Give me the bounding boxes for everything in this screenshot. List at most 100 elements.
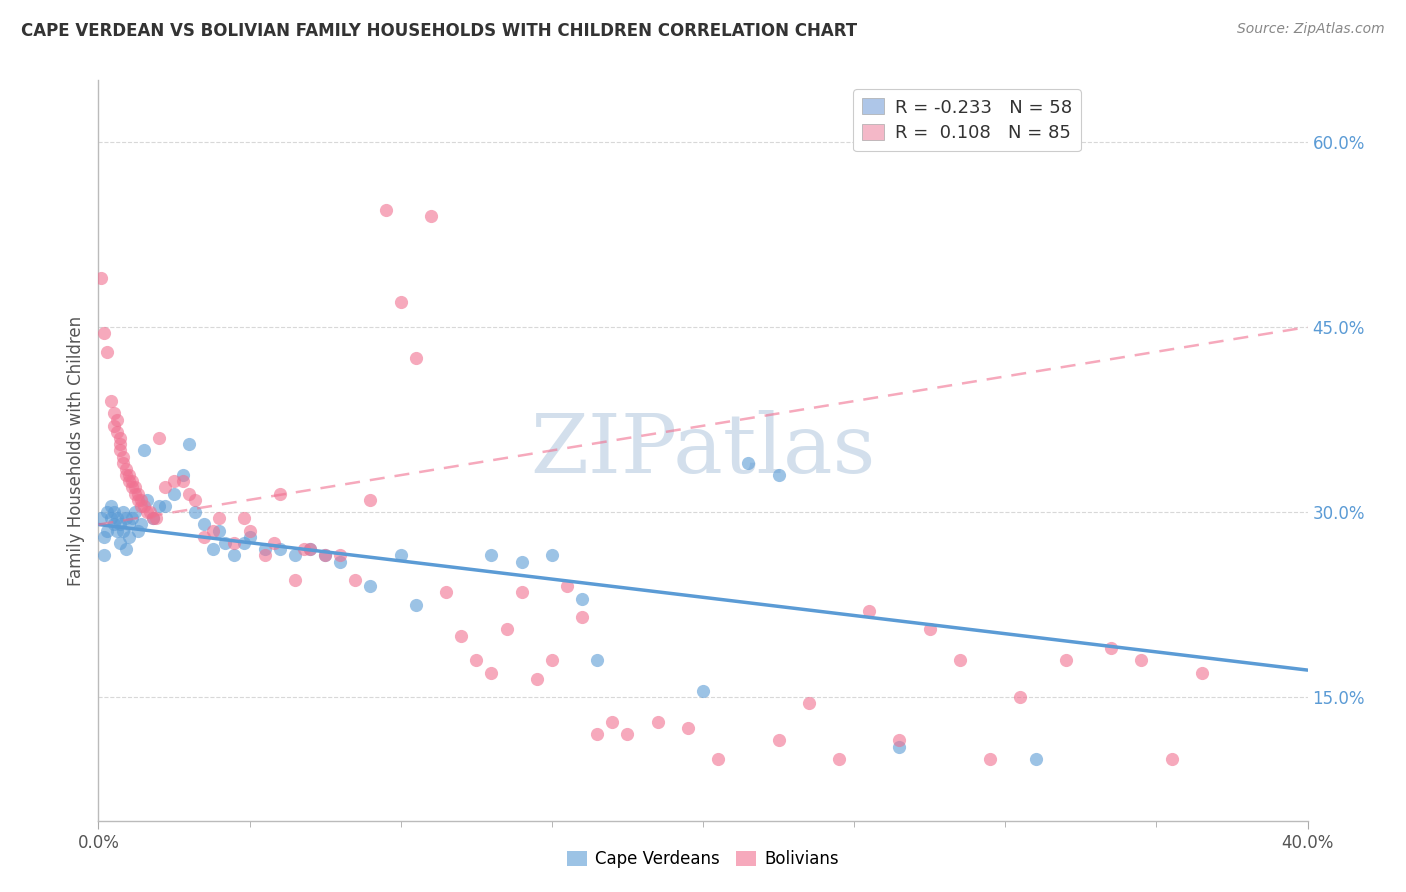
Point xyxy=(163,475,186,489)
Point xyxy=(100,394,122,409)
Point xyxy=(647,714,669,729)
Point xyxy=(111,524,134,538)
Point xyxy=(100,499,122,513)
Point xyxy=(232,536,254,550)
Point xyxy=(96,524,118,538)
Point xyxy=(121,511,143,525)
Point xyxy=(797,697,820,711)
Point xyxy=(707,752,730,766)
Point xyxy=(1130,653,1153,667)
Point xyxy=(465,653,488,667)
Point xyxy=(118,517,141,532)
Point xyxy=(1191,665,1213,680)
Point xyxy=(105,511,128,525)
Legend: Cape Verdeans, Bolivians: Cape Verdeans, Bolivians xyxy=(560,844,846,875)
Point xyxy=(495,623,517,637)
Point xyxy=(586,653,609,667)
Text: Source: ZipAtlas.com: Source: ZipAtlas.com xyxy=(1237,22,1385,37)
Point xyxy=(129,499,152,513)
Point xyxy=(184,505,207,519)
Point xyxy=(179,486,201,500)
Point xyxy=(1160,752,1182,766)
Point xyxy=(108,431,131,445)
Point xyxy=(193,517,215,532)
Point xyxy=(571,591,593,606)
Point xyxy=(344,573,367,587)
Point xyxy=(269,542,291,557)
Point xyxy=(96,344,118,359)
Point xyxy=(90,270,112,285)
Point xyxy=(481,549,503,563)
Point xyxy=(100,511,122,525)
Point xyxy=(360,492,382,507)
Point xyxy=(540,549,562,563)
Point xyxy=(253,542,276,557)
Point xyxy=(202,524,225,538)
Text: ZIPatlas: ZIPatlas xyxy=(530,410,876,491)
Point xyxy=(193,530,215,544)
Point xyxy=(108,443,131,458)
Text: CAPE VERDEAN VS BOLIVIAN FAMILY HOUSEHOLDS WITH CHILDREN CORRELATION CHART: CAPE VERDEAN VS BOLIVIAN FAMILY HOUSEHOL… xyxy=(21,22,858,40)
Point xyxy=(208,511,231,525)
Point xyxy=(434,585,457,599)
Point xyxy=(127,524,149,538)
Y-axis label: Family Households with Children: Family Households with Children xyxy=(66,316,84,585)
Point xyxy=(172,475,194,489)
Point xyxy=(555,579,578,593)
Point xyxy=(284,549,307,563)
Point xyxy=(121,480,143,494)
Point xyxy=(224,536,246,550)
Point xyxy=(135,492,157,507)
Point xyxy=(121,475,143,489)
Point xyxy=(163,486,186,500)
Point xyxy=(405,598,427,612)
Point xyxy=(676,721,699,735)
Point xyxy=(114,462,136,476)
Point xyxy=(540,653,562,667)
Point xyxy=(510,585,533,599)
Point xyxy=(93,530,115,544)
Point xyxy=(105,412,128,426)
Point xyxy=(918,623,941,637)
Point xyxy=(526,672,548,686)
Point xyxy=(329,554,352,569)
Point xyxy=(360,579,382,593)
Point xyxy=(374,202,396,217)
Point xyxy=(571,610,593,624)
Point xyxy=(405,351,427,365)
Point xyxy=(232,511,254,525)
Point xyxy=(108,517,131,532)
Point xyxy=(114,468,136,483)
Point xyxy=(239,524,262,538)
Point xyxy=(184,492,207,507)
Point xyxy=(858,604,880,618)
Point xyxy=(142,511,165,525)
Point xyxy=(111,450,134,464)
Point xyxy=(1010,690,1032,705)
Point xyxy=(253,549,276,563)
Point xyxy=(124,486,146,500)
Point xyxy=(114,542,136,557)
Point xyxy=(284,573,307,587)
Point xyxy=(889,733,911,747)
Point xyxy=(768,733,790,747)
Point xyxy=(135,505,157,519)
Point xyxy=(239,530,262,544)
Point xyxy=(214,536,236,550)
Point xyxy=(145,511,167,525)
Point xyxy=(202,542,225,557)
Point xyxy=(889,739,911,754)
Point xyxy=(90,511,112,525)
Point xyxy=(124,505,146,519)
Point xyxy=(139,505,162,519)
Point xyxy=(103,505,125,519)
Point xyxy=(129,492,152,507)
Point xyxy=(602,714,624,729)
Point xyxy=(172,468,194,483)
Point xyxy=(1099,640,1122,655)
Point xyxy=(450,628,472,642)
Point xyxy=(153,480,176,494)
Point xyxy=(314,549,336,563)
Point xyxy=(389,295,412,310)
Point xyxy=(269,486,291,500)
